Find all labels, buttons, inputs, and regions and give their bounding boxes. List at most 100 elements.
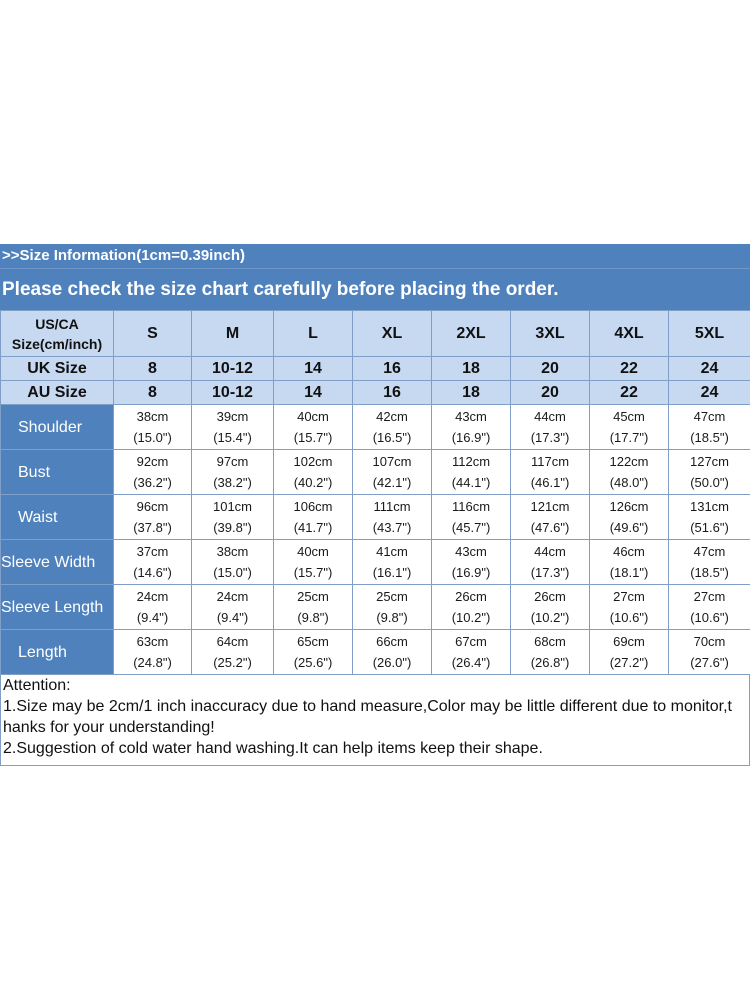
cm-value: 131cm xyxy=(689,499,730,514)
us-size-label: US/CA Size(cm/inch) xyxy=(0,310,114,357)
uk-size-label: UK Size xyxy=(0,356,114,381)
attention-title: Attention: xyxy=(3,677,71,694)
measurement-row: Shoulder 38cm (15.0") 39cm (15.4") 40cm (15.7"… xyxy=(0,404,750,450)
inch-value: (27.2") xyxy=(609,655,649,670)
measurement-row: Sleeve Length 24cm (9.4") 24cm (9.4") 25cm (9.… xyxy=(0,584,750,630)
measurement-label-text: Waist xyxy=(18,508,58,526)
cm-value: 26cm xyxy=(455,589,487,604)
cm-value: 96cm xyxy=(136,499,169,514)
size-chart: >>Size Information(1cm=0.39inch) Please … xyxy=(0,244,750,766)
inch-value: (10.2") xyxy=(530,610,570,625)
inch-value: (42.1") xyxy=(372,475,412,490)
inch-value: (40.2") xyxy=(293,475,333,490)
measurement-cell: 111cm (43.7") xyxy=(352,494,432,540)
cm-value: 41cm xyxy=(376,544,408,559)
cm-value: 106cm xyxy=(293,499,333,514)
us-size-cell: 4XL xyxy=(589,310,669,357)
inch-value: (16.1") xyxy=(372,565,412,580)
measurement-label-text: Sleeve Length xyxy=(1,598,104,616)
measurement-cell: 26cm (10.2") xyxy=(510,584,590,630)
cm-value: 121cm xyxy=(530,499,570,514)
us-size-row: US/CA Size(cm/inch) S M L XL 2XL 3XL 4XL 5XL xyxy=(0,310,750,357)
inch-value: (37.8") xyxy=(133,520,172,535)
measurement-cell: 102cm (40.2") xyxy=(273,449,353,495)
inch-value: (45.7") xyxy=(451,520,491,535)
cm-value: 45cm xyxy=(613,409,645,424)
us-size-cell: L xyxy=(273,310,353,357)
inch-value: (16.9") xyxy=(451,565,491,580)
inch-value: (50.0") xyxy=(690,475,729,490)
measurement-cell: 47cm (18.5") xyxy=(668,404,750,450)
au-size-cell: 14 xyxy=(273,380,353,405)
measurement-label: Sleeve Width xyxy=(0,539,114,585)
cm-value: 97cm xyxy=(216,454,249,469)
cm-value: 117cm xyxy=(530,454,570,469)
uk-size-cell: 18 xyxy=(431,356,511,381)
measurement-cell: 40cm (15.7") xyxy=(273,539,353,585)
measurement-cell: 92cm (36.2") xyxy=(113,449,192,495)
cm-value: 47cm xyxy=(693,544,726,559)
measurement-label: Bust xyxy=(0,449,114,495)
inch-value: (25.6") xyxy=(293,655,333,670)
measurement-cell: 24cm (9.4") xyxy=(191,584,274,630)
us-size-cell: 2XL xyxy=(431,310,511,357)
inch-value: (18.5") xyxy=(690,565,729,580)
cm-value: 39cm xyxy=(216,409,249,424)
cm-value: 38cm xyxy=(216,544,249,559)
measurement-cell: 41cm (16.1") xyxy=(352,539,432,585)
uk-size-row: UK Size 8 10-12 14 16 18 20 22 24 xyxy=(0,356,750,381)
cm-value: 116cm xyxy=(451,499,491,514)
measurement-label: Length xyxy=(0,629,114,675)
inch-value: (39.8") xyxy=(213,520,252,535)
measurement-cell: 70cm (27.6") xyxy=(668,629,750,675)
inch-value: (18.1") xyxy=(609,565,649,580)
measurement-cell: 107cm (42.1") xyxy=(352,449,432,495)
inch-value: (27.6") xyxy=(690,655,729,670)
inch-value: (47.6") xyxy=(530,520,570,535)
cm-value: 44cm xyxy=(534,409,566,424)
inch-value: (17.3") xyxy=(530,565,570,580)
measurement-cell: 25cm (9.8") xyxy=(352,584,432,630)
size-table: US/CA Size(cm/inch) S M L XL 2XL 3XL 4XL 5XL UK… xyxy=(0,310,750,675)
inch-value: (15.0") xyxy=(133,430,172,445)
inch-value: (41.7") xyxy=(293,520,333,535)
measurement-cell: 42cm (16.5") xyxy=(352,404,432,450)
cm-value: 27cm xyxy=(693,589,726,604)
measurement-cell: 122cm (48.0") xyxy=(589,449,669,495)
measurement-row: Bust 92cm (36.2") 97cm (38.2") 102cm (40.2") 10… xyxy=(0,449,750,495)
cm-value: 65cm xyxy=(297,634,329,649)
cm-value: 47cm xyxy=(693,409,726,424)
inch-value: (9.8") xyxy=(376,610,408,625)
uk-size-cell: 10-12 xyxy=(191,356,274,381)
measurement-cell: 65cm (25.6") xyxy=(273,629,353,675)
cm-value: 27cm xyxy=(613,589,645,604)
uk-size-cell: 22 xyxy=(589,356,669,381)
cm-value: 38cm xyxy=(136,409,169,424)
measurement-cell: 106cm (41.7") xyxy=(273,494,353,540)
inch-value: (16.9") xyxy=(451,430,491,445)
measurement-label-text: Bust xyxy=(18,463,51,481)
cm-value: 107cm xyxy=(372,454,412,469)
au-size-cell: 24 xyxy=(668,380,750,405)
inch-value: (43.7") xyxy=(372,520,412,535)
inch-value: (49.6") xyxy=(609,520,649,535)
inch-value: (10.2") xyxy=(451,610,491,625)
measurement-cell: 46cm (18.1") xyxy=(589,539,669,585)
measurement-label-text: Sleeve Width xyxy=(1,553,96,571)
size-info-header: >>Size Information(1cm=0.39inch) xyxy=(0,244,750,268)
au-size-cell: 18 xyxy=(431,380,511,405)
measurement-cell: 44cm (17.3") xyxy=(510,404,590,450)
measurement-row: Waist 96cm (37.8") 101cm (39.8") 106cm (41.7")… xyxy=(0,494,750,540)
cm-value: 126cm xyxy=(609,499,649,514)
inch-value: (15.0") xyxy=(213,565,252,580)
measurement-row: Sleeve Width 37cm (14.6") 38cm (15.0") 40cm (1… xyxy=(0,539,750,585)
measurement-cell: 27cm (10.6") xyxy=(589,584,669,630)
us-size-cell: S xyxy=(113,310,192,357)
au-size-cell: 8 xyxy=(113,380,192,405)
inch-value: (46.1") xyxy=(530,475,570,490)
us-size-cell: M xyxy=(191,310,274,357)
measurement-cell: 44cm (17.3") xyxy=(510,539,590,585)
inch-value: (24.8") xyxy=(133,655,172,670)
measurement-cell: 39cm (15.4") xyxy=(191,404,274,450)
measurement-cell: 116cm (45.7") xyxy=(431,494,511,540)
